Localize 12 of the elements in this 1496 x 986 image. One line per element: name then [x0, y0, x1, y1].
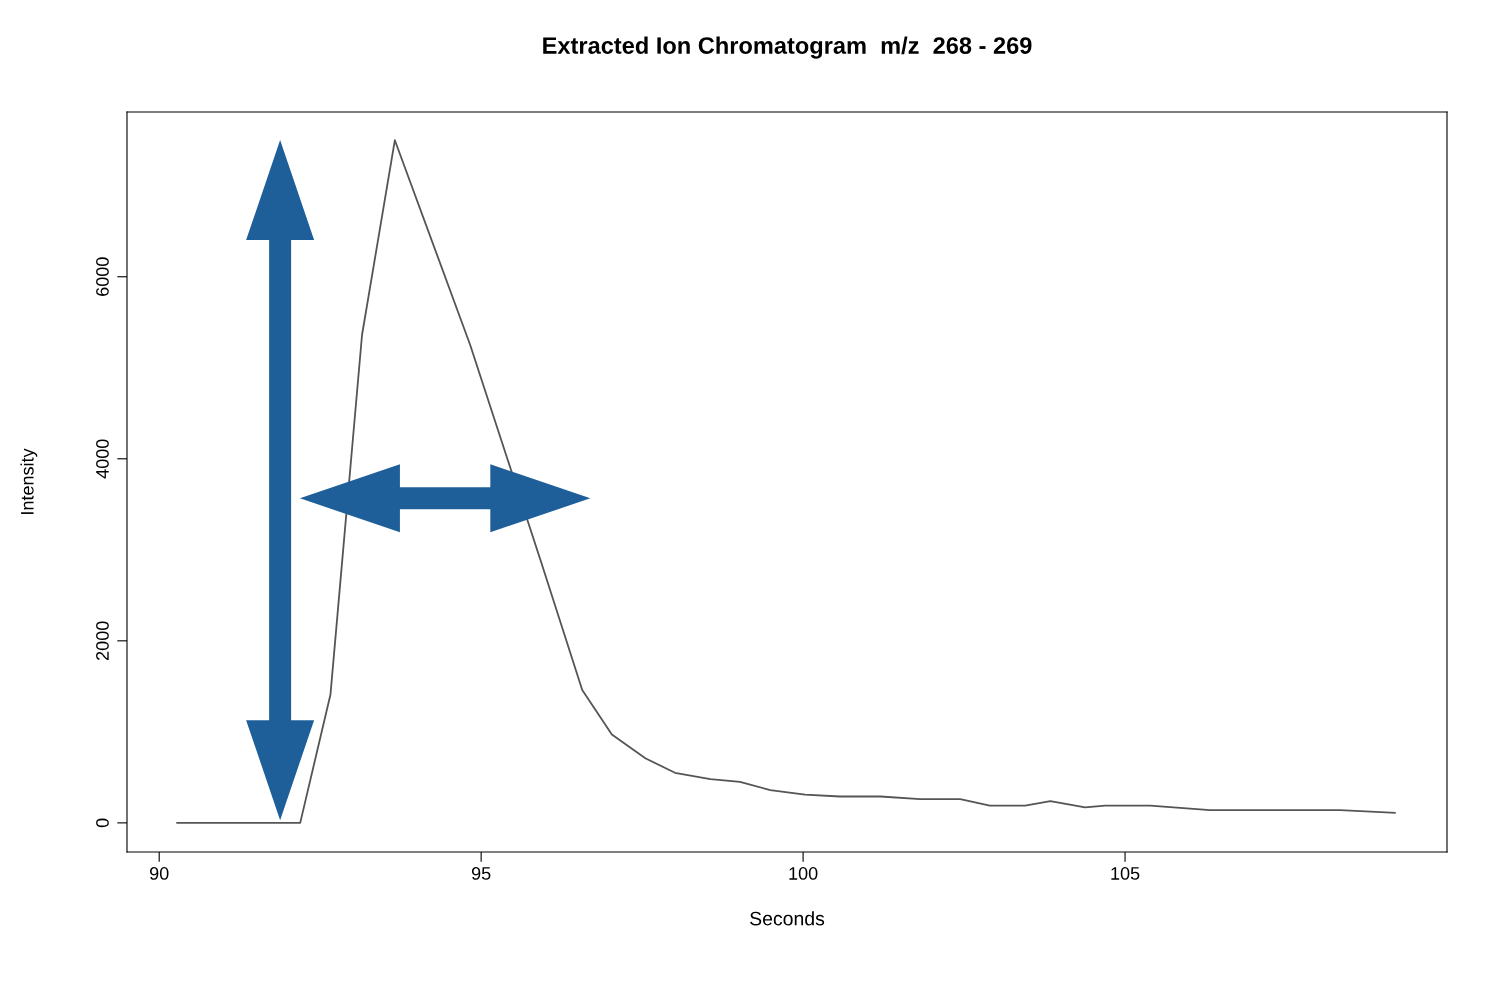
x-tick-label: 90: [150, 867, 169, 880]
y-axis-title: Intensity: [20, 448, 38, 514]
y-tick-label: 6000: [96, 257, 109, 296]
x-axis-title: Seconds: [750, 911, 825, 926]
x-tick-label: 100: [789, 867, 818, 880]
line-series: [176, 139, 1396, 824]
x-tick-label: 105: [1111, 867, 1140, 880]
y-tick-label: 0: [96, 818, 109, 828]
y-tick-label: 4000: [96, 439, 109, 479]
x-tick-label: 95: [471, 867, 491, 880]
y-tick-label: 2000: [96, 621, 109, 660]
chart-title: Extracted Ion Chromatogram m/z 268 - 269: [543, 36, 1032, 59]
